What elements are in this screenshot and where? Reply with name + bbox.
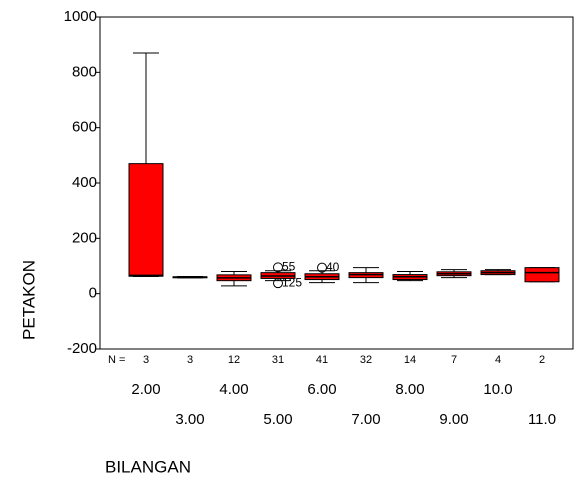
y-tick-label: 200: [72, 229, 97, 246]
n-value: 14: [404, 354, 416, 366]
x-tick-label: 2.00: [131, 381, 160, 398]
n-value: 2: [539, 354, 545, 366]
n-value: 32: [360, 354, 372, 366]
x-tick-label: 9.00: [439, 411, 468, 428]
plot-frame: [99, 16, 574, 350]
outlier: [273, 262, 283, 273]
y-tick-label: 800: [72, 63, 97, 80]
box: [524, 267, 560, 283]
x-tick-label: 4.00: [219, 381, 248, 398]
n-value: 4: [495, 354, 501, 366]
n-value: 3: [143, 354, 149, 366]
n-value: 3: [187, 354, 193, 366]
x-tick-label: 10.0: [483, 381, 512, 398]
n-value: 12: [228, 354, 240, 366]
y-tick-label: 0: [89, 285, 97, 302]
n-label: N =: [108, 354, 125, 366]
y-tick-label: -200: [67, 340, 97, 357]
outlier: [273, 278, 283, 289]
x-tick-label: 6.00: [307, 381, 336, 398]
outlier-label: 55: [282, 260, 296, 274]
y-tick-label: 400: [72, 174, 97, 191]
x-tick-label: 7.00: [351, 411, 380, 428]
x-tick-label: 11.0: [528, 411, 556, 428]
outlier-label: 40: [326, 260, 340, 274]
box: [128, 163, 164, 277]
x-tick-label: 5.00: [263, 411, 292, 428]
y-tick-label: 600: [72, 119, 97, 136]
n-value: 31: [272, 354, 284, 366]
y-axis-label: PETAKON: [19, 260, 38, 340]
n-value: 41: [316, 354, 328, 366]
y-tick-label: 1000: [64, 8, 97, 25]
x-tick-label: 3.00: [175, 411, 204, 428]
outlier: [317, 262, 327, 273]
outlier-label: 125: [282, 275, 302, 289]
x-axis-label: BILANGAN: [105, 457, 191, 476]
x-tick-label: 8.00: [395, 381, 424, 398]
n-value: 7: [451, 354, 457, 366]
